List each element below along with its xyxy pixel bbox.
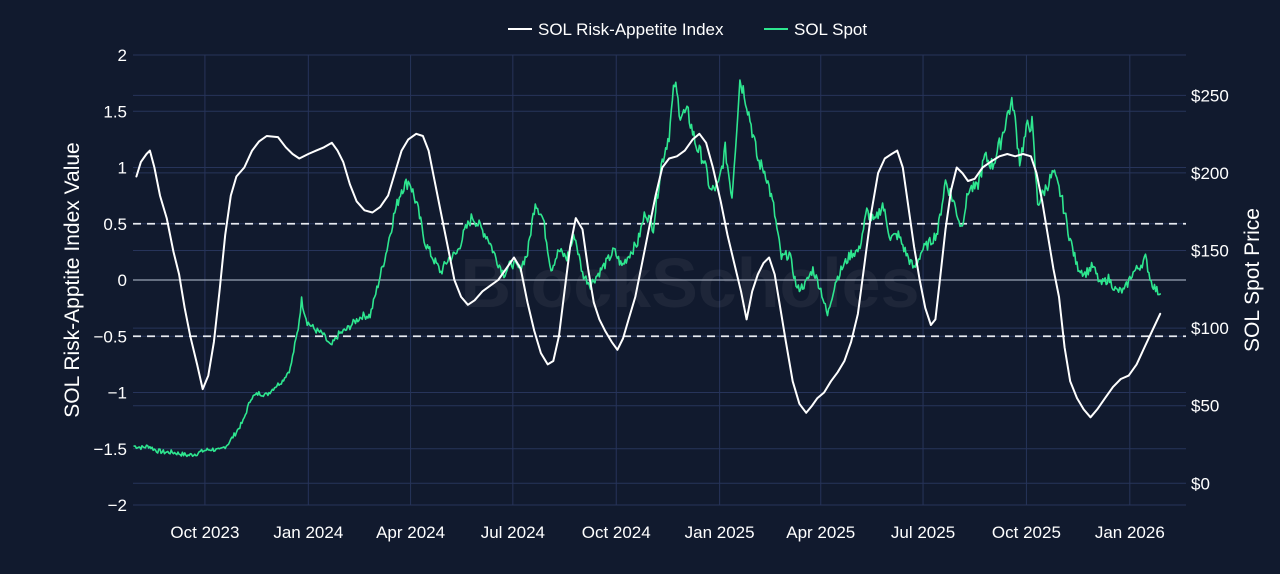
legend-label-sol-spot: SOL Spot	[794, 20, 867, 39]
legend-item-sol-spot[interactable]: SOL Spot	[764, 20, 867, 39]
x-tick-label: Apr 2024	[376, 523, 445, 542]
left-tick-label: 1	[118, 159, 127, 178]
legend-item-risk-index[interactable]: SOL Risk-Appetite Index	[508, 20, 724, 39]
left-tick-label: 0	[118, 271, 127, 290]
x-tick-label: Jul 2024	[481, 523, 545, 542]
x-tick-label: Jan 2025	[685, 523, 755, 542]
right-axis-title: SOL Spot Price	[1241, 208, 1264, 352]
legend-label-risk-index: SOL Risk-Appetite Index	[538, 20, 724, 39]
reference-lines	[133, 222, 1186, 338]
left-tick-label: 0.5	[103, 215, 127, 234]
left-tick-label: 1.5	[103, 102, 127, 121]
right-tick-label: $0	[1191, 474, 1210, 493]
series-line-sol-spot	[133, 79, 1161, 458]
x-tick-label: Oct 2023	[170, 523, 239, 542]
series-line-risk-index	[135, 132, 1162, 419]
left-tick-label: −1.5	[93, 440, 127, 459]
x-tick-label: Oct 2025	[992, 523, 1061, 542]
watermark: BlockScholes	[460, 244, 919, 322]
right-tick-label: $250	[1191, 86, 1229, 105]
x-tick-label: Jan 2024	[273, 523, 343, 542]
right-tick-label: $150	[1191, 242, 1229, 261]
left-tick-label: 2	[118, 46, 127, 65]
x-tick-label: Jul 2025	[891, 523, 955, 542]
right-tick-label: $50	[1191, 397, 1219, 416]
x-tick-label: Oct 2024	[582, 523, 651, 542]
left-tick-label: −0.5	[93, 327, 127, 346]
legend: SOL Risk-Appetite Index SOL Spot	[508, 20, 867, 39]
left-y-axis: 2 1.5 1 0.5 0 −0.5 −1 −1.5 −2	[93, 46, 127, 515]
x-tick-label: Jan 2026	[1095, 523, 1165, 542]
left-axis-title: SOL Risk-Apptite Index Value	[61, 142, 84, 417]
right-tick-label: $200	[1191, 164, 1229, 183]
x-tick-label: Apr 2025	[786, 523, 855, 542]
right-tick-label: $100	[1191, 319, 1229, 338]
left-tick-label: −2	[108, 496, 127, 515]
x-axis: Oct 2023 Jan 2024 Apr 2024 Jul 2024 Oct 2024…	[170, 523, 1164, 542]
series-lines	[133, 79, 1162, 458]
right-y-axis: $250 $200 $150 $100 $50 $0	[1191, 86, 1229, 493]
left-tick-label: −1	[108, 384, 127, 403]
